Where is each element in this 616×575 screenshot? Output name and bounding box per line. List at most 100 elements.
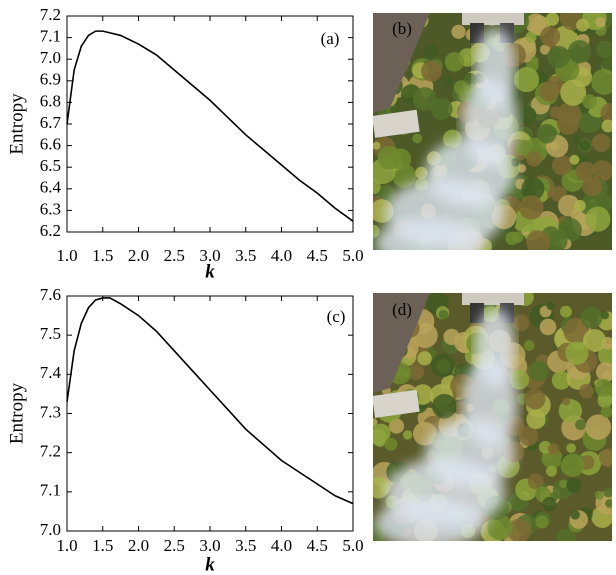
- y-tick-label: 7.4: [40, 363, 62, 382]
- foliage: [560, 79, 587, 106]
- foliage: [591, 160, 612, 182]
- x-tick-label: 5.0: [342, 246, 363, 265]
- data-line: [66, 30, 354, 222]
- image-label: (b): [392, 19, 412, 38]
- y-tick-label: 6.5: [40, 156, 61, 175]
- beam: [373, 13, 430, 113]
- foliage: [384, 437, 398, 451]
- foliage: [566, 443, 576, 453]
- foliage: [525, 13, 547, 35]
- foliage: [412, 87, 437, 111]
- y-axis-title: Entropy: [6, 382, 27, 444]
- foliage: [451, 24, 466, 39]
- foliage: [559, 305, 572, 318]
- foliage: [539, 44, 551, 55]
- foliage: [540, 26, 561, 47]
- foliage: [539, 81, 560, 102]
- foliage: [525, 31, 537, 43]
- x-axis-title: k: [205, 554, 215, 575]
- foliage: [565, 341, 589, 365]
- foliage: [566, 477, 582, 493]
- foliage: [560, 453, 585, 478]
- y-tick-label: 6.3: [40, 199, 61, 218]
- x-tick-label: 5.0: [342, 536, 363, 555]
- foliage: [551, 370, 571, 390]
- foliage: [373, 417, 378, 427]
- y-tick-label: 7.2: [40, 442, 61, 461]
- foliage: [547, 443, 560, 455]
- foliage: [430, 98, 453, 120]
- foliage: [579, 140, 591, 151]
- foliage: [444, 77, 454, 87]
- x-tick-label: 2.5: [164, 246, 185, 265]
- foliage: [591, 68, 612, 95]
- foliage: [572, 136, 581, 145]
- x-tick-label: 3.5: [235, 536, 256, 555]
- foliage: [536, 123, 557, 144]
- foliage: [600, 103, 612, 124]
- foliage: [432, 393, 457, 419]
- foliage: [591, 133, 611, 153]
- x-tick-label: 1.0: [56, 536, 77, 555]
- foliage: [539, 318, 557, 336]
- foliage: [542, 496, 557, 512]
- foliage: [547, 45, 570, 69]
- foliage: [575, 419, 586, 431]
- foliage: [563, 317, 590, 344]
- foliage: [594, 378, 612, 397]
- machine: [462, 13, 524, 25]
- photo: [373, 293, 612, 541]
- x-tick-label: 4.5: [307, 246, 328, 265]
- foliage: [603, 487, 612, 498]
- foliage: [377, 145, 402, 170]
- y-tick-label: 6.2: [40, 221, 61, 240]
- foliage: [604, 499, 612, 508]
- foliage: [402, 430, 413, 440]
- foliage: [412, 133, 423, 144]
- y-tick-label: 7.0: [40, 520, 61, 539]
- photo: [373, 13, 612, 250]
- foliage: [527, 473, 544, 490]
- foliage: [526, 151, 542, 167]
- foliage: [595, 16, 606, 28]
- foliage: [546, 301, 555, 311]
- panel-label: (a): [321, 29, 340, 48]
- foliage: [599, 448, 612, 468]
- foliage: [600, 405, 612, 418]
- foliage: [530, 56, 539, 65]
- x-tick-label: 3.0: [199, 246, 220, 265]
- foliage: [600, 311, 610, 320]
- foliage: [596, 40, 612, 58]
- foliage: [526, 409, 546, 430]
- foliage: [518, 426, 539, 446]
- foliage: [579, 383, 594, 399]
- x-tick-label: 4.0: [271, 246, 292, 265]
- foliage: [567, 40, 592, 64]
- x-tick-label: 3.5: [235, 246, 256, 265]
- foliage: [417, 351, 432, 366]
- foliage: [552, 155, 573, 176]
- foliage: [526, 230, 551, 250]
- foliage: [519, 195, 544, 220]
- foliage: [512, 314, 530, 332]
- foliage: [585, 206, 611, 232]
- foliage: [507, 518, 532, 541]
- foliage: [556, 112, 580, 135]
- x-tick-label: 1.5: [92, 536, 113, 555]
- y-tick-label: 6.6: [40, 135, 61, 154]
- foliage: [601, 119, 612, 133]
- y-tick-label: 6.8: [40, 91, 61, 110]
- foliage: [556, 528, 576, 541]
- foliage: [462, 55, 471, 64]
- machine: [462, 293, 524, 305]
- y-tick-label: 7.1: [40, 481, 61, 500]
- foliage: [424, 44, 439, 60]
- foliage: [420, 60, 442, 82]
- data-line: [66, 297, 354, 505]
- foliage: [535, 515, 549, 529]
- foliage: [453, 80, 469, 96]
- foliage: [562, 397, 571, 406]
- y-axis-title: Entropy: [6, 93, 27, 155]
- x-tick-label: 2.0: [128, 246, 149, 265]
- foliage: [597, 393, 612, 409]
